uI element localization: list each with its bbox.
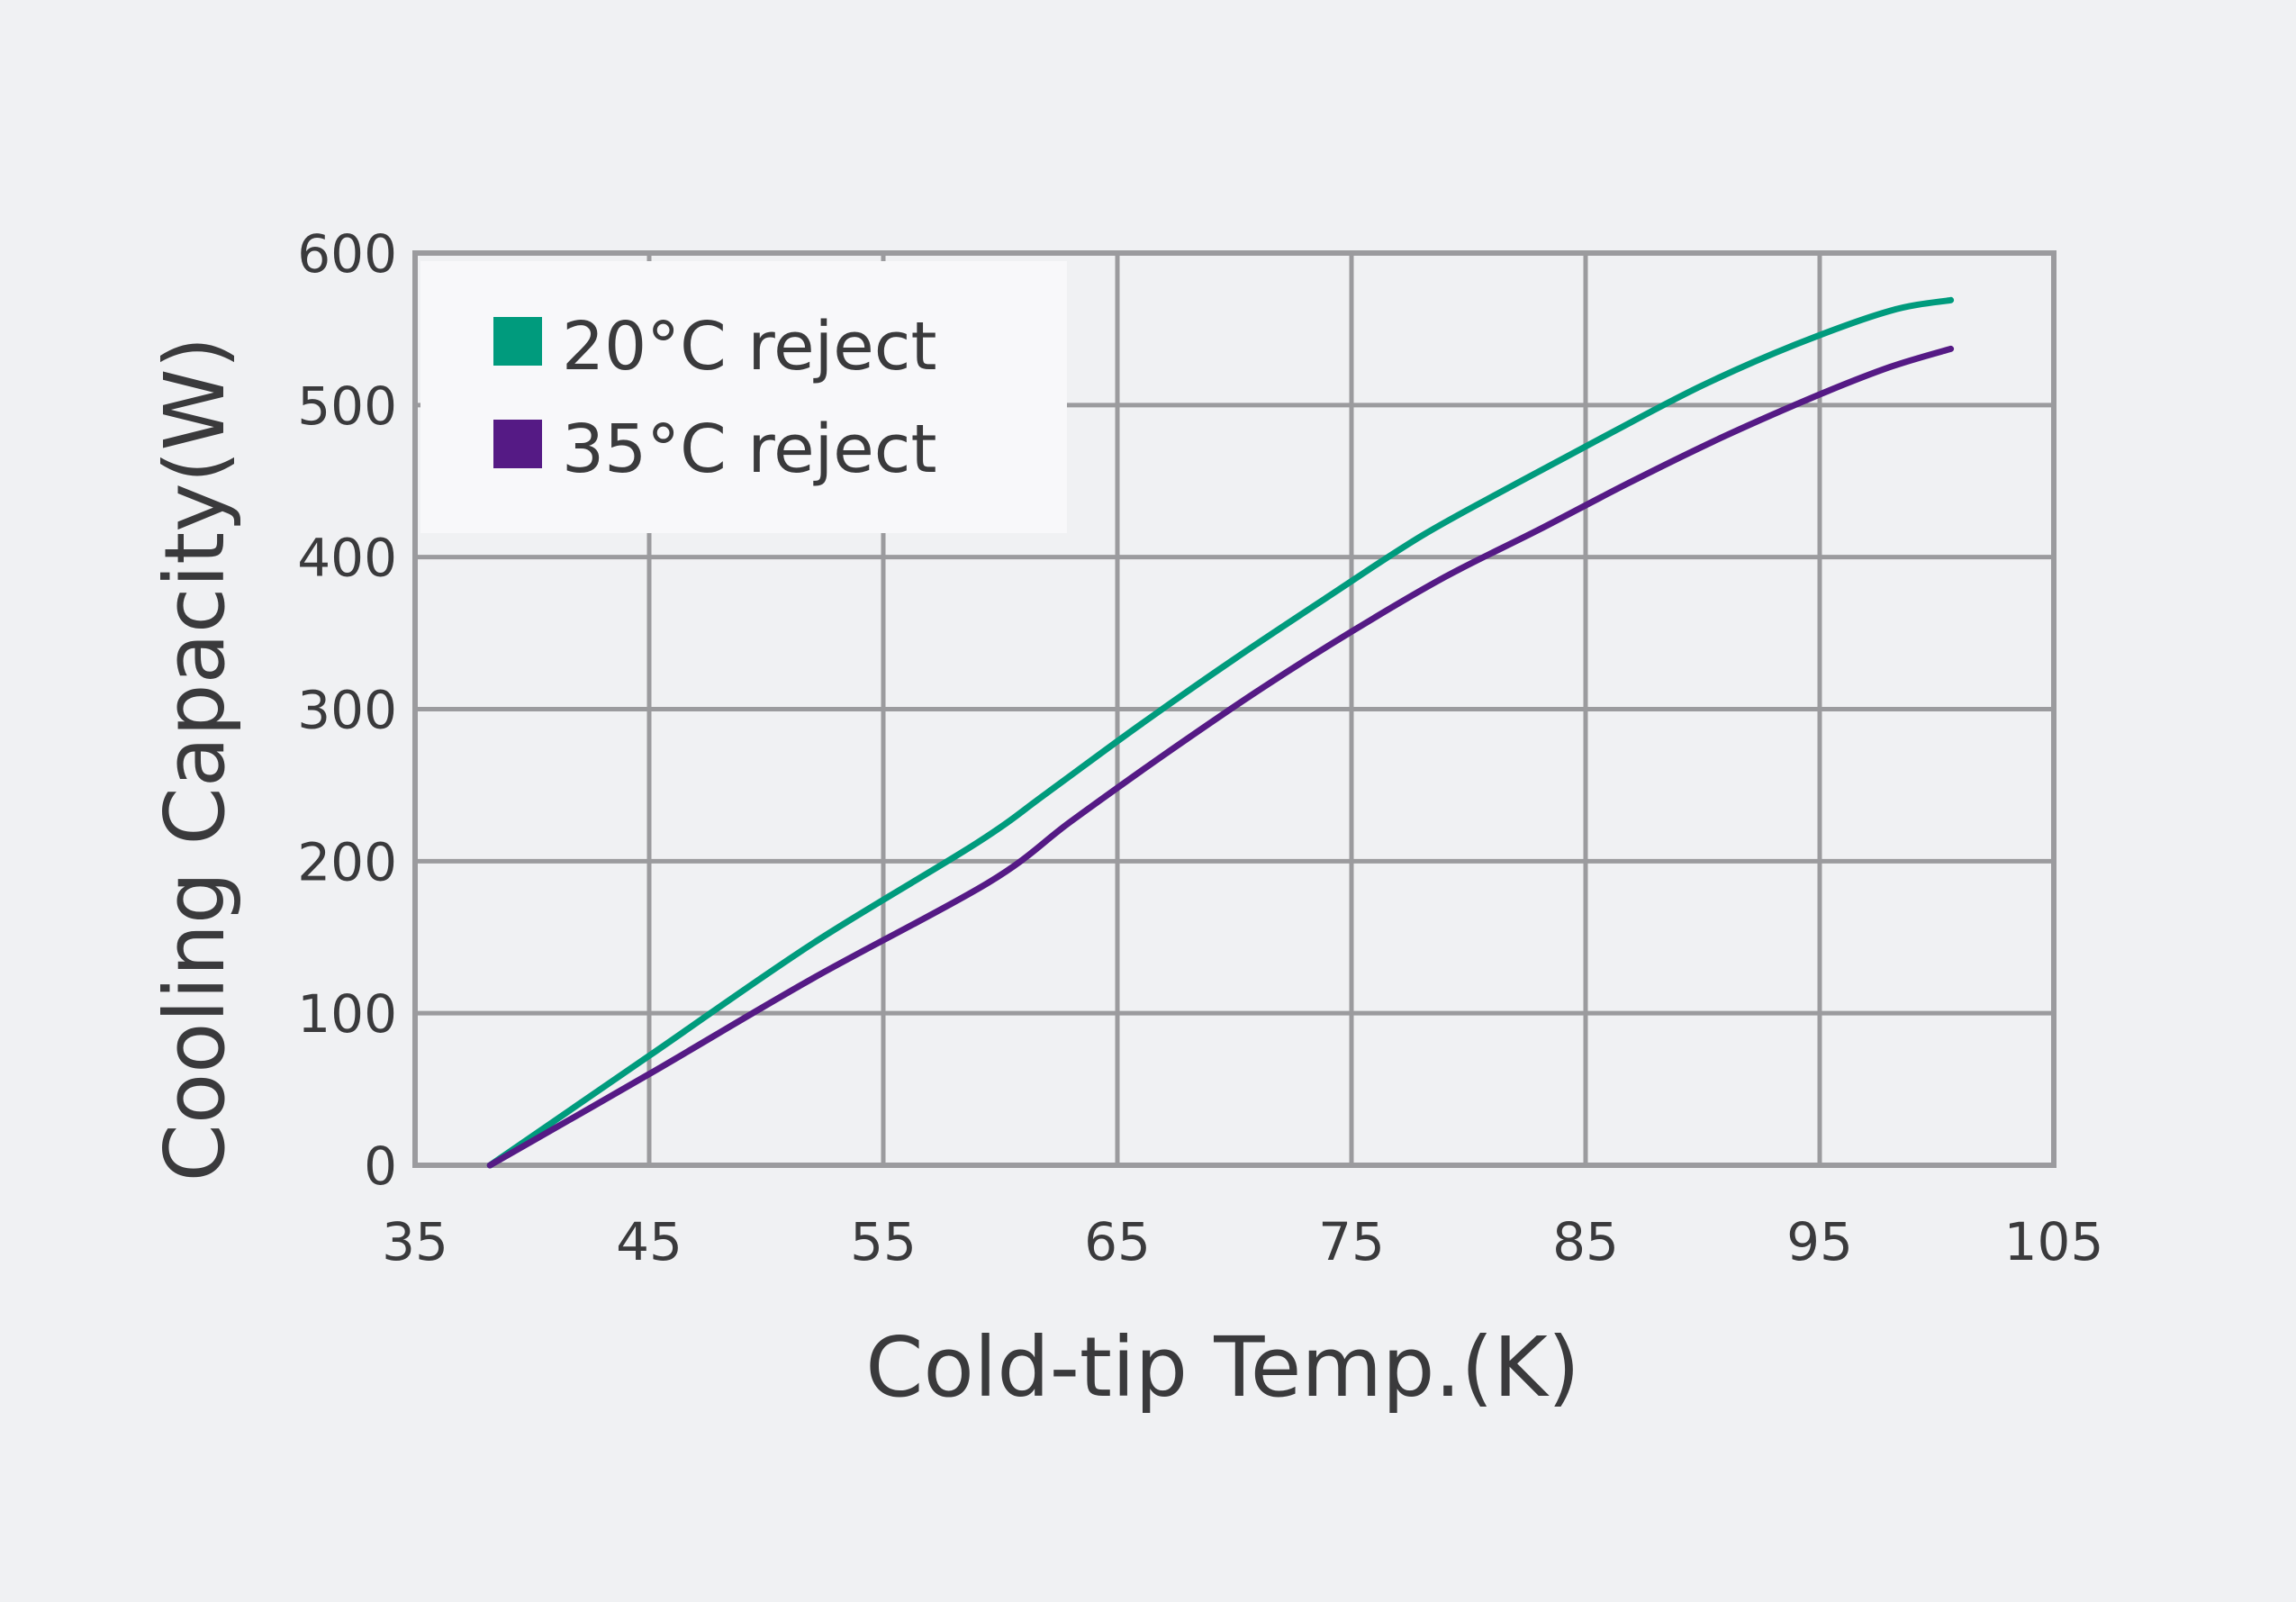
legend-label-35c: 35°C reject: [562, 411, 936, 488]
y-tick-label: 100: [297, 983, 397, 1045]
x-tick-label: 75: [1318, 1211, 1385, 1272]
x-tick-label: 55: [850, 1211, 917, 1272]
y-tick-label: 400: [297, 528, 397, 589]
legend-background: [420, 261, 1067, 533]
legend-label-20c: 20°C reject: [562, 308, 936, 385]
legend-swatch-20c: [493, 317, 542, 366]
y-tick-label: 500: [297, 376, 397, 437]
tick-labels: 35 45 55 65 75 85 95 105 0 100 200 300 400 500 600: [297, 223, 2103, 1272]
series-line-1: [486, 345, 1955, 1169]
x-tick-label: 95: [1786, 1211, 1853, 1272]
plot-frame: [412, 250, 2056, 1168]
x-tick-label: 85: [1552, 1211, 1619, 1272]
x-tick-label: 45: [616, 1211, 682, 1272]
y-tick-label: 600: [297, 223, 397, 285]
series: [486, 296, 1955, 1169]
x-tick-label: 35: [382, 1211, 448, 1272]
legend: 20°C reject 35°C reject: [420, 261, 1067, 533]
x-axis-title: Cold-tip Temp.(K): [865, 1319, 1580, 1416]
x-tick-label: 105: [2004, 1211, 2104, 1272]
legend-swatch-35c: [493, 420, 542, 468]
y-axis-title: Cooling Capacity(W): [147, 337, 243, 1182]
x-tick-label: 65: [1084, 1211, 1151, 1272]
grid: [412, 250, 2056, 1168]
y-tick-label: 200: [297, 831, 397, 892]
y-tick-label: 0: [364, 1136, 397, 1197]
series-line-0: [486, 296, 1955, 1169]
y-tick-label: 300: [297, 680, 397, 741]
